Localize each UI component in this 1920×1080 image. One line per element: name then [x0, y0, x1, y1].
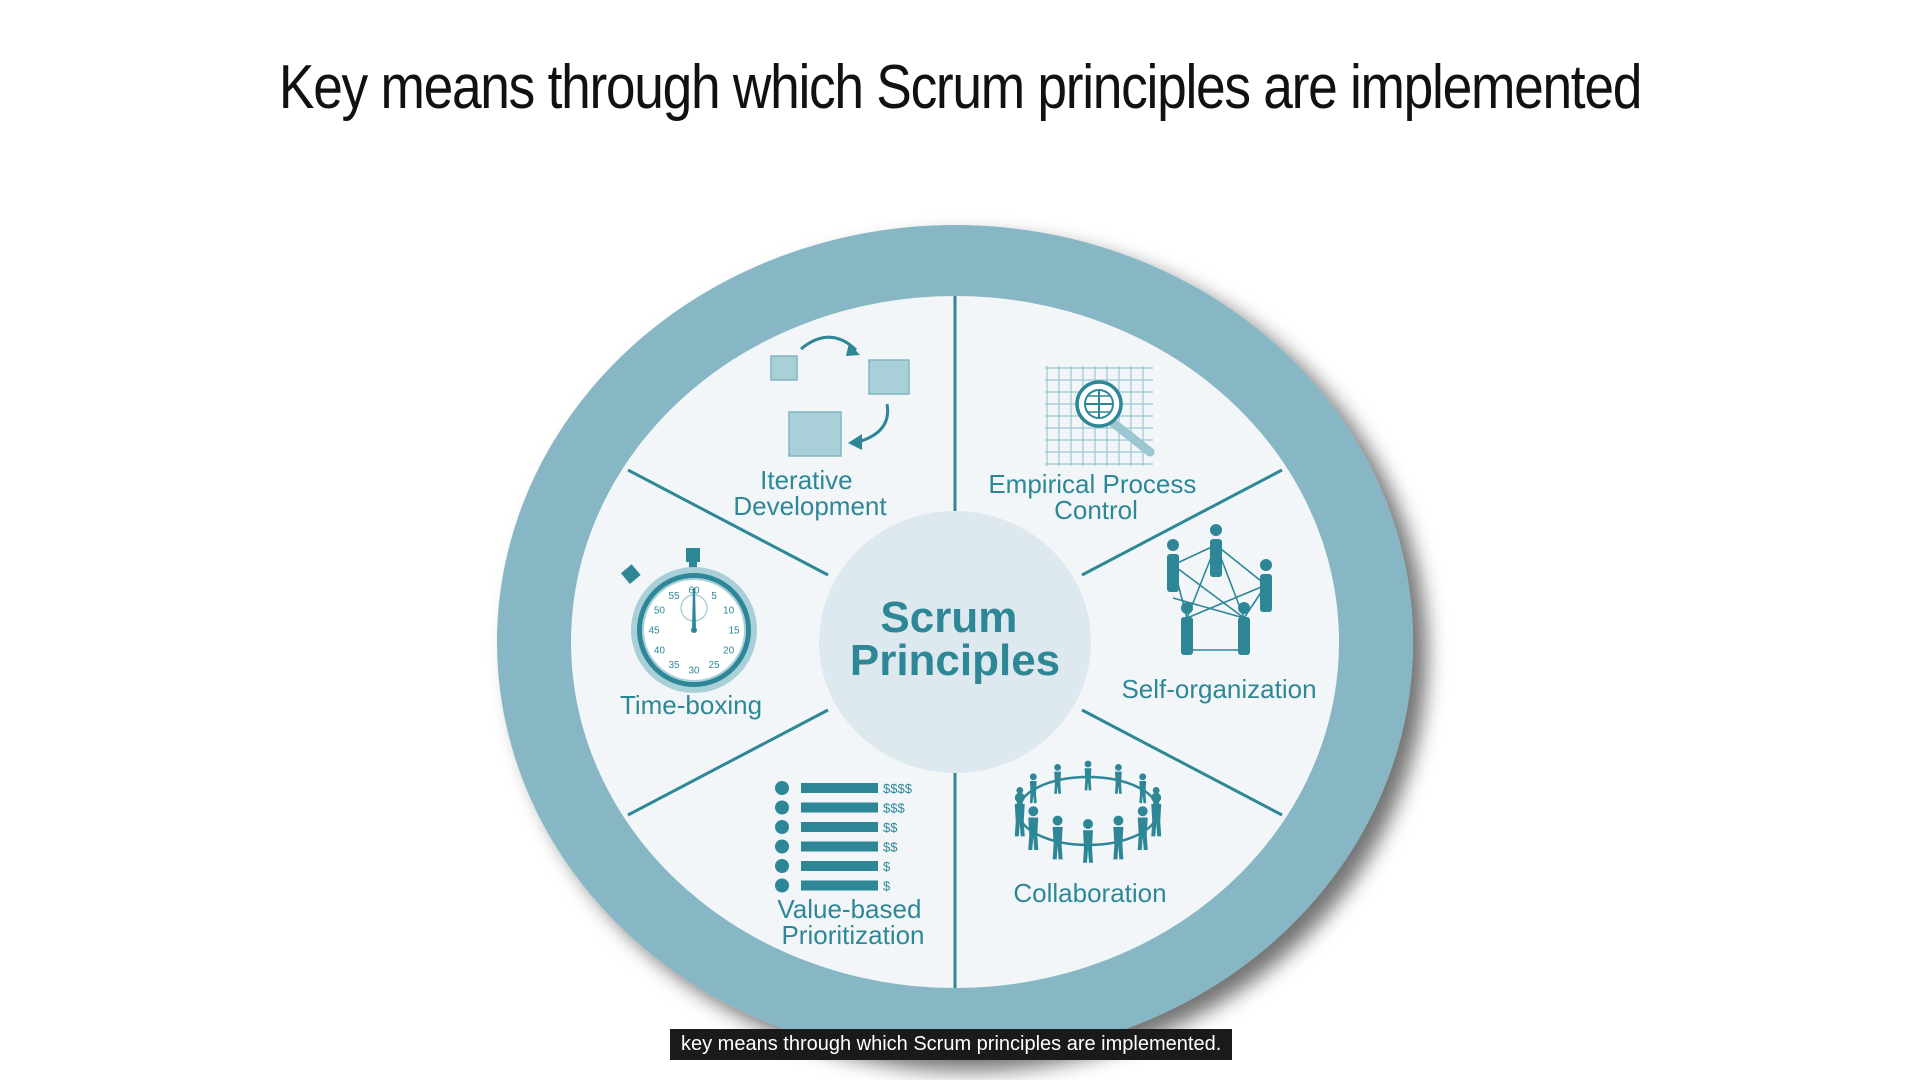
svg-text:Value-based Prioritiza: Value-based Prioritization [777, 894, 928, 950]
priority-bullet [775, 820, 789, 834]
priority-bullet [775, 859, 789, 873]
value-label-1: Value-based [777, 894, 921, 924]
value-label-2: Prioritization [781, 920, 924, 950]
priority-bar [801, 802, 878, 813]
segment-value-based-prioritization: $$$$$$$$$$$$$ Value-based Prioritization [775, 781, 928, 950]
person-figure-body [1139, 781, 1147, 804]
person-figure-body [1114, 771, 1122, 794]
collaboration-label: Collaboration [1013, 878, 1166, 908]
priority-bullet [775, 839, 789, 854]
center-label: Scrum Principles [850, 593, 1060, 685]
person-figure [1028, 806, 1039, 817]
person-figure [1139, 773, 1147, 781]
segment-dividers [627, 296, 1283, 988]
priority-bullet [775, 781, 789, 795]
priority-value: $$ [883, 840, 898, 855]
magnifier-grid-icon [1045, 366, 1155, 466]
center-hub [819, 511, 1091, 773]
person-figure-body [1014, 803, 1025, 837]
iterative-label-2: Development [733, 491, 887, 521]
priority-bar [801, 841, 878, 852]
segment-empirical-process-control: Empirical Process Control [988, 366, 1203, 525]
video-caption: key means through which Scrum principles… [670, 1029, 1233, 1060]
slide-title: Key means through which Scrum principles… [278, 53, 1642, 122]
priority-bar [801, 783, 878, 793]
iterative-label-1: Iterative [760, 465, 853, 495]
time-boxing-label: Time-boxing [620, 690, 762, 720]
person-figure [1083, 819, 1093, 829]
person-figure [1152, 787, 1160, 794]
person-figure-body [1137, 817, 1148, 850]
stopwatch-number: 45 [648, 626, 660, 637]
empirical-label-2: Control [1054, 495, 1138, 525]
priority-bullet [775, 800, 789, 815]
segment-time-boxing: 60510152025303540455055 Time-boxing [620, 548, 762, 720]
stopwatch-number: 30 [688, 666, 700, 677]
stopwatch-number: 20 [723, 646, 735, 657]
priority-value: $ [883, 859, 891, 874]
segment-self-organization: Self-organization [1121, 524, 1317, 704]
person-figure [1084, 760, 1092, 768]
person-figure [1029, 773, 1037, 781]
stopwatch-number: 40 [654, 646, 666, 657]
network-people-icon [1167, 524, 1272, 655]
svg-text:Time-boxing: Time-boxing [620, 690, 762, 720]
person-figure-body [1054, 771, 1062, 794]
stopwatch-number: 15 [728, 626, 740, 637]
person-figure [1014, 792, 1025, 803]
priority-value: $$$ [883, 801, 905, 816]
iterative-cycle-icon [770, 335, 910, 457]
person-figure [1016, 787, 1024, 794]
segment-collaboration: Collaboration [1013, 760, 1167, 908]
center-line-2: Principles [850, 636, 1060, 685]
person-figure [1115, 764, 1122, 771]
empirical-label-1: Empirical Process [988, 469, 1196, 499]
self-organization-label: Self-organization [1121, 674, 1316, 704]
priority-bar [801, 861, 878, 871]
priority-bullet [775, 878, 789, 893]
person-figure-body [1113, 826, 1124, 860]
person-figure-body [1084, 768, 1092, 791]
person-figure-body [1052, 826, 1063, 860]
person-figure-body [1028, 817, 1039, 850]
person-figure-body [1083, 830, 1093, 863]
stopwatch-number: 5 [711, 591, 717, 602]
priority-bar [801, 822, 878, 832]
priority-list-icon: $$$$$$$$$$$$$ [775, 781, 913, 894]
center-line-1: Scrum [880, 593, 1017, 642]
person-figure-body [1151, 803, 1162, 837]
stopwatch-number: 55 [668, 591, 680, 602]
person-figure [1113, 815, 1124, 826]
person-figure [1052, 815, 1063, 826]
person-figure [1054, 764, 1061, 771]
priority-value: $ [883, 879, 891, 894]
svg-text:Iterative Development: Iterative Development [733, 465, 887, 521]
priority-bar [801, 880, 878, 891]
people-circle-icon [1014, 760, 1162, 863]
stopwatch-number: 35 [668, 660, 680, 671]
priority-value: $$$$ [883, 781, 913, 796]
stopwatch-number: 25 [708, 660, 720, 671]
person-figure [1137, 806, 1148, 817]
person-figure [1151, 792, 1162, 803]
person-figure-body [1029, 781, 1037, 804]
priority-value: $$ [883, 820, 898, 835]
stopwatch-icon: 60510152025303540455055 [620, 548, 757, 693]
segment-iterative-development: Iterative Development [733, 335, 910, 521]
svg-text:Empirical Process Cont: Empirical Process Control [988, 469, 1203, 525]
svg-text:Self-organization: Self-organization [1121, 674, 1316, 704]
svg-text:Collaboration: Collaboration [1013, 878, 1166, 908]
stopwatch-number: 10 [723, 606, 735, 617]
stopwatch-number: 50 [654, 606, 666, 617]
